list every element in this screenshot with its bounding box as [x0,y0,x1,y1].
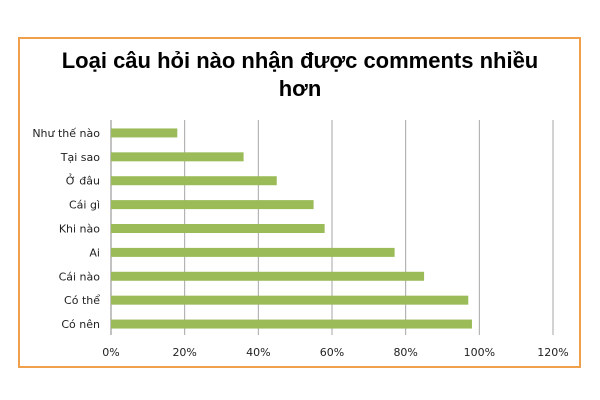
chart-title: Loại câu hỏi nào nhận được comments nhiề… [61,48,539,101]
category-label: Tại sao [60,151,100,164]
bar-2 [111,176,277,186]
category-label: Có nên [61,318,100,331]
category-label: Ai [89,246,100,259]
bar-0 [111,128,178,138]
category-labels: Như thế nào Tại sao Ở đâu Cái gì Khi nào Ai Cá… [32,127,100,331]
x-tick-label: 20% [172,346,196,359]
category-label: Cái nào [59,270,101,283]
bar-6 [111,271,425,281]
bar-5 [111,247,395,257]
bar-4 [111,224,325,233]
bar-3 [111,200,314,210]
category-label: Cái gì [69,199,100,212]
category-label: Ở đâu [66,174,100,188]
x-tick-label: 80% [393,346,417,359]
bar-1 [111,152,244,162]
category-label: Như thế nào [32,127,100,140]
x-tick-label: 40% [246,346,270,359]
bar-7 [111,295,469,305]
x-tick-label: 120% [537,346,568,359]
category-label: Khi nào [59,223,100,236]
x-tick-label: 60% [320,346,344,359]
bars [111,128,472,329]
x-tick-labels: 0% 20% 40% 60% 80% 100% 120% [102,346,568,359]
bar-8 [111,319,472,329]
x-tick-label: 100% [464,346,495,359]
category-label: Có thể [64,294,100,307]
x-tick-label: 0% [102,346,119,359]
